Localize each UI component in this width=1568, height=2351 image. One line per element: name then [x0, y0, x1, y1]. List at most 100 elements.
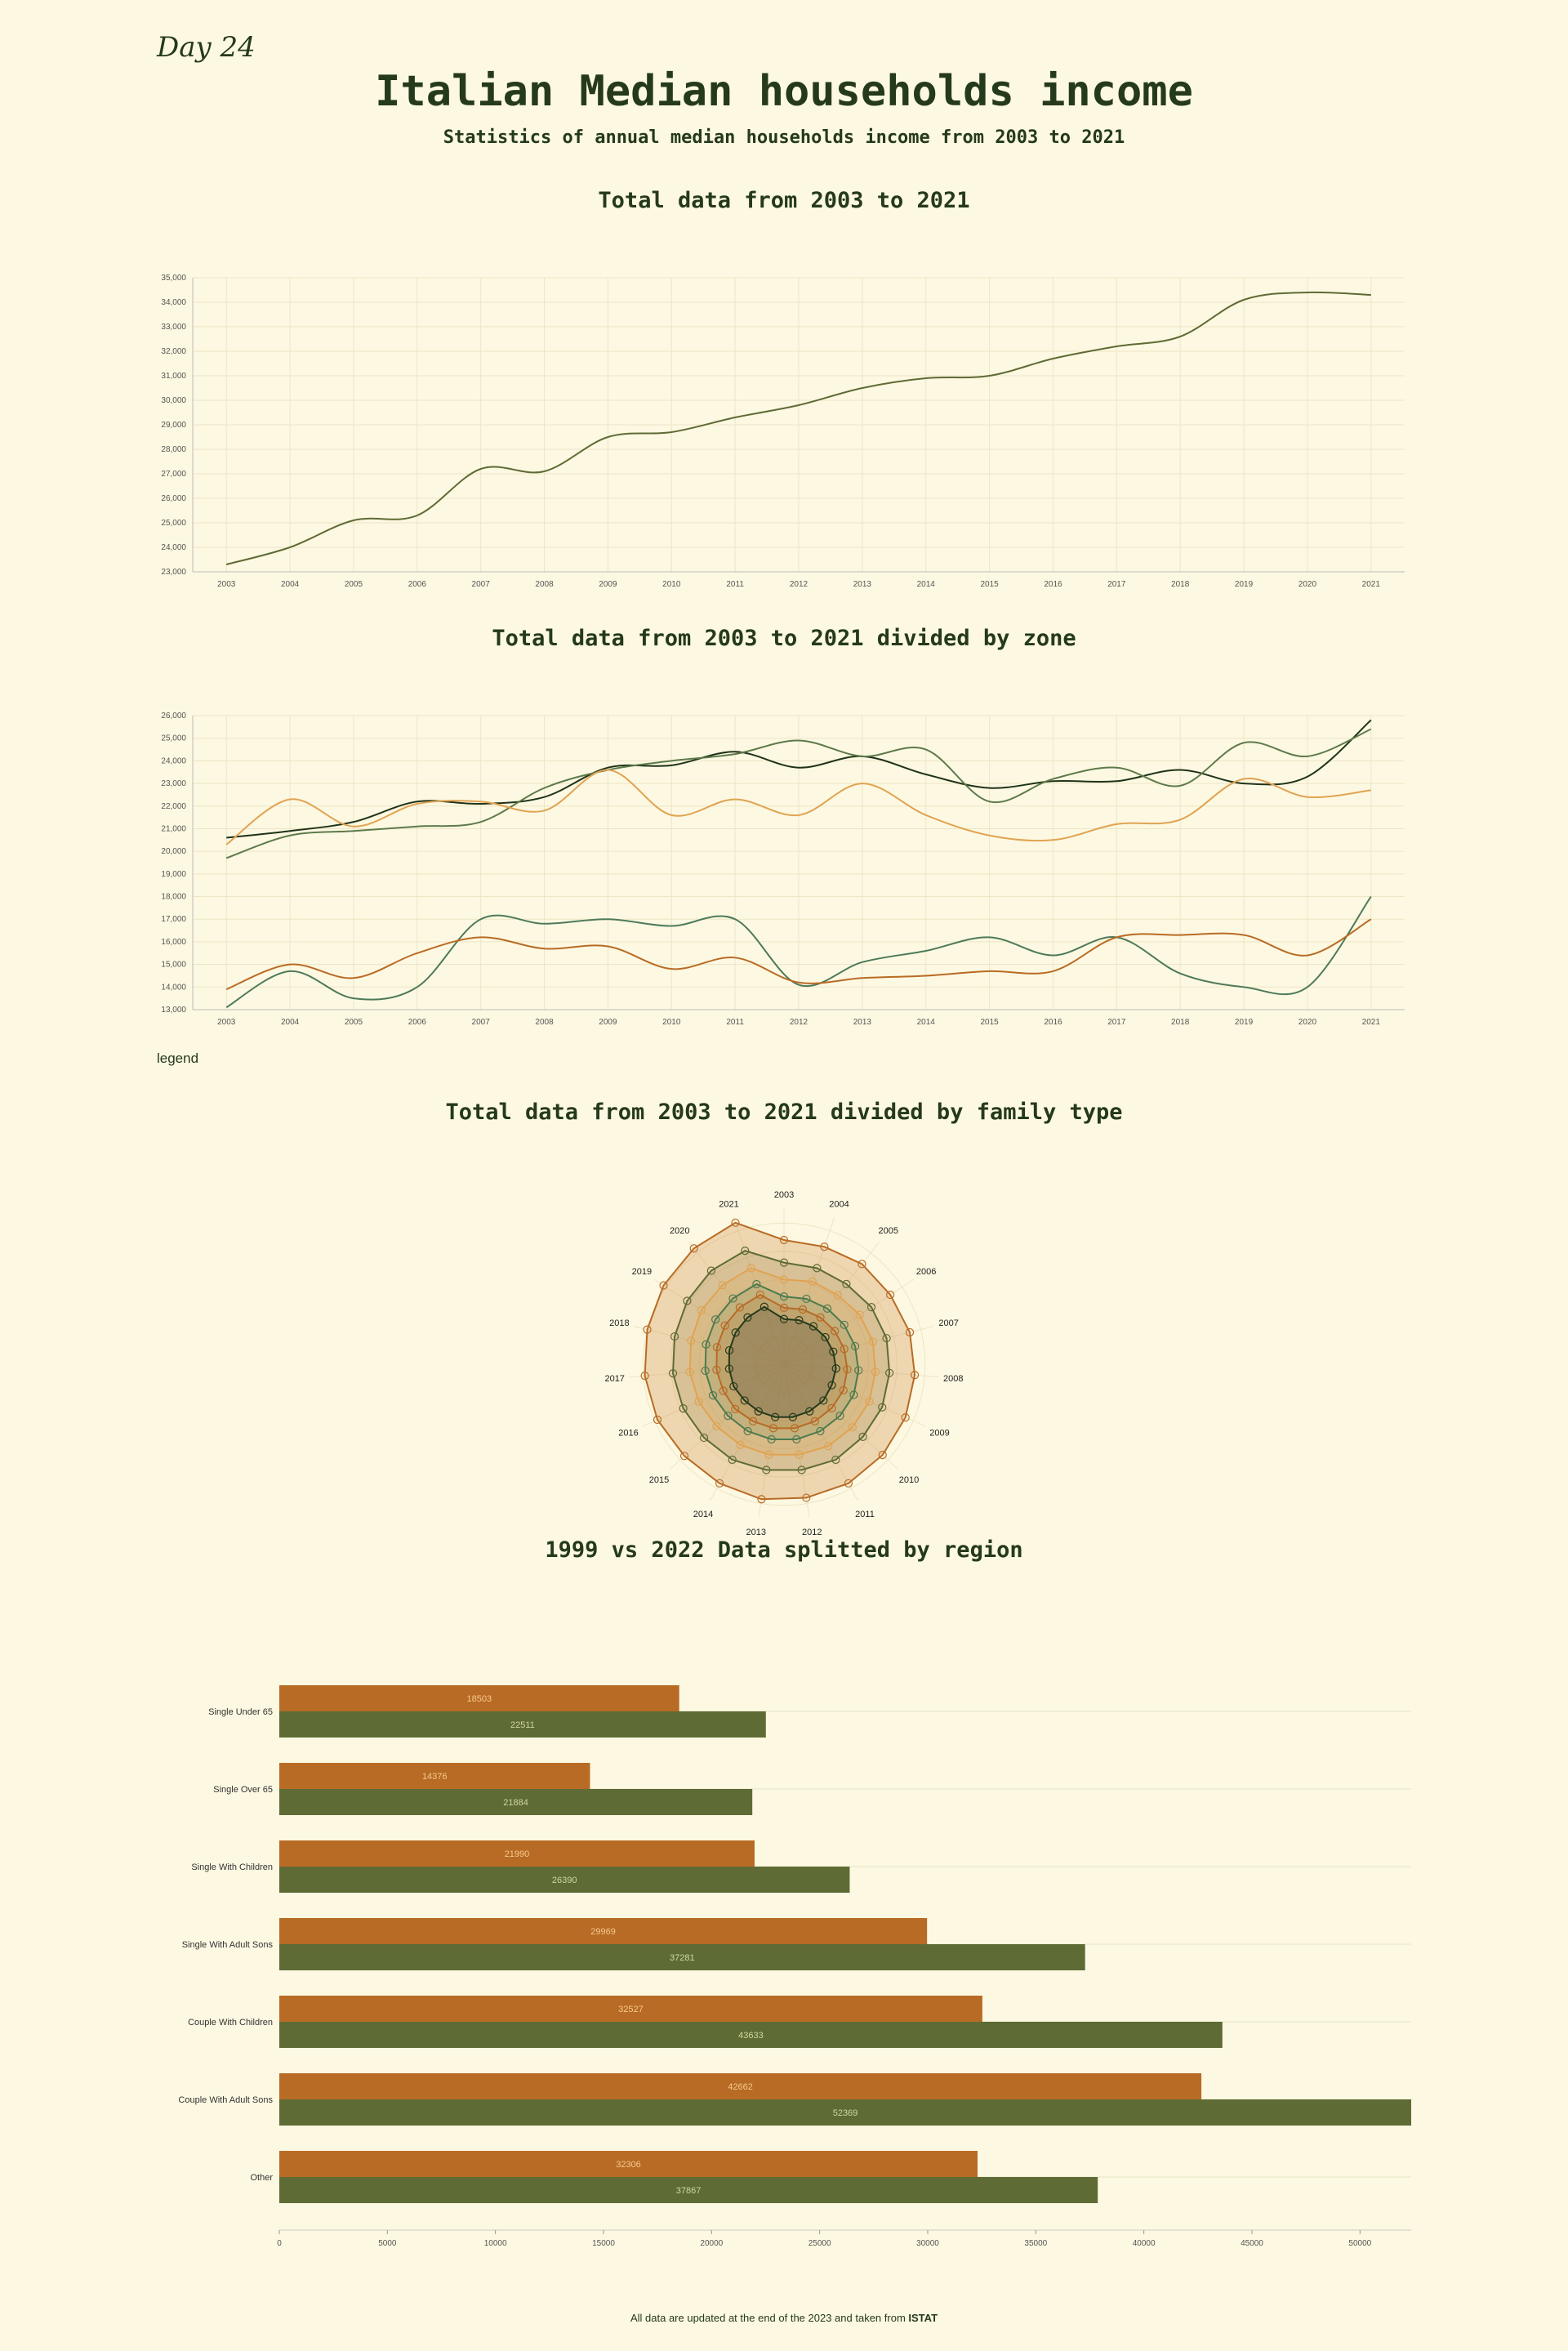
- x-tick-label: 2011: [726, 1018, 744, 1027]
- footer-source[interactable]: ISTAT: [908, 2312, 938, 2324]
- x-tick-label: 15000: [592, 2239, 615, 2248]
- radar-point: [827, 1381, 836, 1390]
- x-tick-label: 2020: [1298, 580, 1317, 589]
- radar-series-6: [728, 1305, 837, 1418]
- radar-point: [771, 1412, 780, 1421]
- bar-value-label: 29969: [590, 1927, 616, 1937]
- radar-point: [865, 1397, 874, 1406]
- x-tick-label: 2005: [345, 1018, 363, 1027]
- radar-point: [824, 1442, 833, 1451]
- y-tick-label: 15,000: [161, 961, 186, 970]
- x-tick-label: 2017: [1107, 1018, 1126, 1027]
- radar-axis-label: 2014: [693, 1510, 713, 1519]
- radar-point: [743, 1426, 752, 1436]
- radar-point: [808, 1277, 817, 1286]
- radar-point: [839, 1385, 848, 1395]
- radar-point: [779, 1314, 789, 1323]
- radar-point: [829, 1347, 838, 1356]
- day-tag: Day 24: [157, 31, 256, 64]
- radar-spoke: [783, 1363, 899, 1470]
- x-tick-label: 2015: [980, 1018, 999, 1027]
- x-tick-label: 30000: [916, 2239, 939, 2248]
- radar-point: [683, 1296, 692, 1305]
- x-tick-label: 2015: [980, 580, 999, 589]
- radar-point: [689, 1244, 698, 1253]
- x-tick-label: 2005: [345, 580, 363, 589]
- x-tick-label: 2018: [1171, 1018, 1190, 1027]
- radar-point: [724, 1364, 733, 1373]
- radar-axis-label: 2013: [746, 1528, 766, 1537]
- radar-point: [736, 1440, 745, 1449]
- bar-value-label: 22511: [510, 1720, 535, 1730]
- region-bar-chart: Single Under 65 18503 22511 Single Over 65 1…: [178, 1685, 1411, 2248]
- radar-spoke: [669, 1363, 785, 1470]
- x-tick-label: 2014: [917, 580, 936, 589]
- x-tick-label: 5000: [378, 2239, 397, 2248]
- y-tick-label: 35,000: [161, 274, 186, 283]
- bar-1: [279, 2151, 978, 2177]
- radar-axis-label: 2017: [604, 1374, 624, 1384]
- radar-point: [728, 1455, 737, 1465]
- radar-point: [687, 1336, 696, 1345]
- y-tick-label: 17,000: [161, 915, 186, 924]
- radar-point: [712, 1365, 721, 1374]
- radar-point: [653, 1415, 662, 1425]
- radar-point: [795, 1315, 804, 1325]
- radar-point: [731, 1328, 740, 1337]
- x-tick-label: 2003: [217, 1018, 236, 1027]
- radar-point: [821, 1332, 830, 1342]
- radar-axis-label: 2019: [632, 1267, 652, 1277]
- y-tick-label: 26,000: [161, 712, 186, 720]
- radar-spoke: [783, 1363, 939, 1378]
- bar-value-label: 18503: [467, 1694, 492, 1704]
- radar-point: [831, 1327, 840, 1336]
- radar-point: [816, 1426, 825, 1436]
- legend-label[interactable]: legend: [157, 1051, 199, 1066]
- radar-point: [701, 1366, 710, 1376]
- radar-axis-label: 2006: [916, 1267, 936, 1277]
- x-tick-label: 2013: [853, 580, 872, 589]
- bar-value-label: 32527: [618, 2005, 644, 2014]
- radar-point: [728, 1294, 737, 1303]
- bar-value-label: 26390: [552, 1876, 577, 1885]
- radar-axis-label: 2020: [670, 1226, 689, 1236]
- radar-point: [805, 1407, 814, 1416]
- radar-axis-label: 2018: [609, 1318, 629, 1328]
- radar-point: [755, 1290, 764, 1300]
- y-tick-label: 13,000: [161, 1006, 186, 1015]
- x-tick-label: 2017: [1107, 580, 1126, 589]
- radar-point: [768, 1424, 778, 1433]
- radar-point: [724, 1345, 734, 1355]
- radar-point: [685, 1367, 694, 1376]
- y-tick-label: 22,000: [161, 802, 186, 811]
- radar-point: [640, 1372, 649, 1381]
- series-line-3: [225, 769, 1371, 845]
- radar-point: [871, 1367, 880, 1376]
- radar-point: [792, 1434, 801, 1444]
- bar-category-label: Couple With Children: [188, 2018, 273, 2028]
- bar-category-label: Single With Adult Sons: [182, 1940, 274, 1950]
- radar-point: [866, 1302, 876, 1312]
- footer-text: All data are updated at the end of the 2…: [630, 2312, 909, 2324]
- bar-value-label: 42662: [728, 2082, 753, 2092]
- radar-axis-label: 2012: [802, 1528, 822, 1537]
- radar-axis-label: 2008: [943, 1374, 963, 1384]
- radar-point: [757, 1495, 766, 1504]
- radar-point: [850, 1341, 860, 1351]
- x-tick-label: 2016: [1044, 1018, 1062, 1027]
- radar-point: [679, 1452, 689, 1461]
- x-tick-label: 25000: [808, 2239, 831, 2248]
- radar-point: [694, 1397, 703, 1406]
- y-tick-label: 29,000: [161, 421, 186, 430]
- radar-point: [820, 1242, 829, 1251]
- radar-series-3: [688, 1267, 876, 1456]
- bar-2: [279, 1711, 766, 1738]
- y-tick-label: 24,000: [161, 543, 186, 552]
- radar-spoke: [629, 1363, 785, 1378]
- radar-point: [835, 1412, 844, 1421]
- x-tick-label: 0: [277, 2239, 282, 2248]
- x-tick-label: 2004: [281, 1018, 300, 1027]
- radar-point: [831, 1364, 840, 1373]
- radar-point: [754, 1407, 763, 1416]
- radar-point: [854, 1366, 863, 1375]
